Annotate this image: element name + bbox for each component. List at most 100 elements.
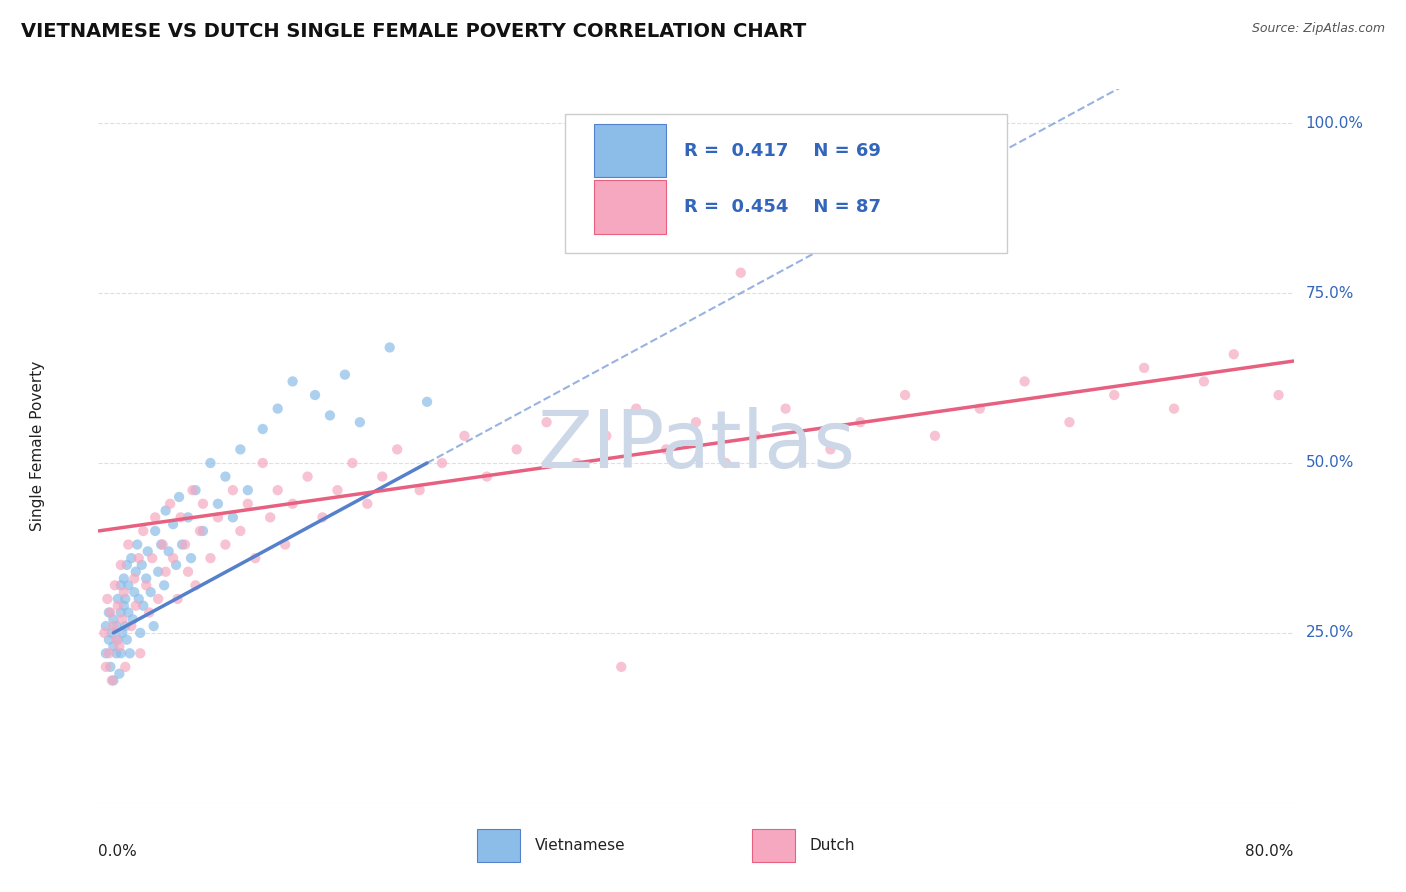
- Point: [121, 612, 143, 626]
- Point: [214, 469, 236, 483]
- Point: [94, 660, 117, 674]
- Point: [1014, 375, 1036, 389]
- Point: [112, 585, 135, 599]
- Point: [159, 497, 181, 511]
- Point: [150, 537, 173, 551]
- Point: [1267, 388, 1289, 402]
- Point: [117, 578, 139, 592]
- Point: [229, 524, 252, 538]
- Point: [1192, 375, 1215, 389]
- Point: [96, 591, 118, 606]
- Point: [1104, 388, 1126, 402]
- FancyBboxPatch shape: [595, 180, 666, 234]
- Point: [114, 591, 136, 606]
- Point: [378, 341, 401, 355]
- Point: [172, 537, 194, 551]
- Point: [245, 551, 267, 566]
- Point: [115, 558, 138, 572]
- Point: [252, 456, 274, 470]
- Point: [385, 442, 409, 457]
- Text: 75.0%: 75.0%: [1306, 285, 1354, 301]
- Point: [200, 456, 222, 470]
- Point: [101, 673, 124, 688]
- Point: [101, 626, 124, 640]
- Point: [259, 510, 281, 524]
- Point: [128, 591, 150, 606]
- Text: R =  0.417    N = 69: R = 0.417 N = 69: [685, 142, 882, 160]
- Point: [188, 524, 211, 538]
- Point: [155, 503, 177, 517]
- Point: [184, 483, 207, 498]
- Point: [114, 660, 136, 674]
- Point: [103, 673, 125, 688]
- Point: [281, 497, 304, 511]
- Point: [319, 409, 342, 423]
- Point: [111, 612, 134, 626]
- Point: [93, 626, 115, 640]
- Point: [565, 456, 588, 470]
- Point: [166, 591, 188, 606]
- Point: [333, 368, 356, 382]
- Point: [745, 429, 768, 443]
- Point: [626, 401, 648, 416]
- Text: 80.0%: 80.0%: [1246, 844, 1294, 859]
- Point: [124, 585, 146, 599]
- Point: [184, 578, 207, 592]
- Point: [114, 619, 136, 633]
- Point: [142, 619, 165, 633]
- Point: [143, 524, 166, 538]
- Point: [177, 510, 200, 524]
- Point: [222, 510, 245, 524]
- Point: [103, 640, 125, 654]
- Point: [138, 606, 160, 620]
- Point: [191, 497, 214, 511]
- Point: [129, 646, 152, 660]
- Point: [115, 632, 138, 647]
- Point: [117, 606, 139, 620]
- Point: [135, 572, 157, 586]
- Point: [730, 266, 752, 280]
- Point: [143, 510, 166, 524]
- Point: [97, 646, 120, 660]
- Point: [236, 497, 259, 511]
- Point: [105, 632, 128, 647]
- Point: [180, 551, 202, 566]
- Point: [108, 666, 131, 681]
- FancyBboxPatch shape: [752, 830, 796, 862]
- Text: ZIPatlas: ZIPatlas: [537, 407, 855, 485]
- Text: 100.0%: 100.0%: [1306, 116, 1364, 131]
- Point: [1059, 415, 1081, 429]
- Point: [371, 469, 394, 483]
- Point: [108, 640, 131, 654]
- Point: [229, 442, 252, 457]
- Point: [107, 632, 129, 647]
- Point: [104, 578, 127, 592]
- Point: [105, 646, 128, 660]
- FancyBboxPatch shape: [565, 114, 1007, 253]
- FancyBboxPatch shape: [477, 830, 520, 862]
- Point: [167, 490, 190, 504]
- Point: [135, 578, 157, 592]
- Point: [655, 442, 678, 457]
- Point: [125, 599, 148, 613]
- Point: [267, 483, 290, 498]
- Point: [169, 510, 191, 524]
- Point: [304, 388, 326, 402]
- Point: [969, 401, 991, 416]
- Point: [118, 646, 141, 660]
- Point: [775, 401, 797, 416]
- Point: [416, 394, 439, 409]
- Point: [136, 544, 159, 558]
- Point: [820, 442, 842, 457]
- Point: [177, 565, 200, 579]
- Point: [342, 456, 364, 470]
- FancyBboxPatch shape: [595, 124, 666, 178]
- Point: [128, 551, 150, 566]
- Point: [610, 660, 633, 674]
- Text: VIETNAMESE VS DUTCH SINGLE FEMALE POVERTY CORRELATION CHART: VIETNAMESE VS DUTCH SINGLE FEMALE POVERT…: [21, 22, 806, 41]
- Point: [103, 619, 125, 633]
- Point: [129, 626, 152, 640]
- Text: Vietnamese: Vietnamese: [534, 838, 626, 853]
- Point: [181, 483, 204, 498]
- Point: [595, 429, 617, 443]
